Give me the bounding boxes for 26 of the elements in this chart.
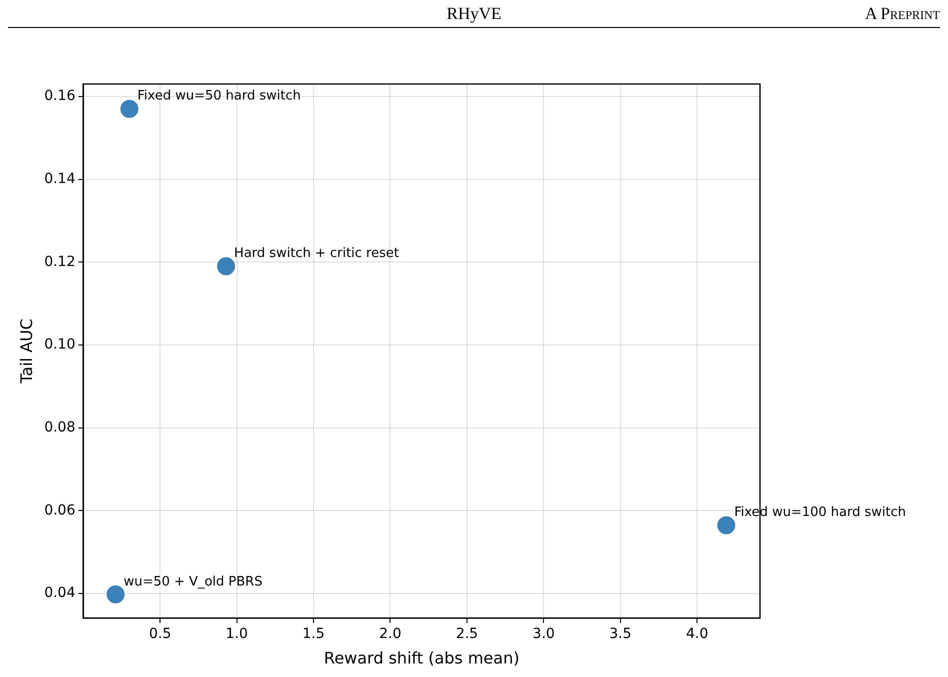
y-tick-label: 0.06 xyxy=(44,502,76,518)
x-tick-label: 0.5 xyxy=(148,626,172,642)
y-axis-title: Tail AUC xyxy=(16,318,36,384)
x-tick-label: 3.0 xyxy=(532,626,555,642)
annotation: wu=50 + V_old PBRS xyxy=(124,574,262,590)
x-tick-label: 1.0 xyxy=(226,626,248,642)
x-axis-title: Reward shift (abs mean) xyxy=(324,648,520,668)
annotation: Fixed wu=50 hard switch xyxy=(137,88,301,104)
x-tick-label: 2.0 xyxy=(379,626,402,642)
x-tick-label: 4.0 xyxy=(686,626,708,642)
x-tick-label: 2.5 xyxy=(456,626,478,642)
point xyxy=(717,516,736,534)
text: A Preprint xyxy=(864,4,940,24)
y-tick-label: 0.12 xyxy=(44,254,76,270)
y-tick-label: 0.16 xyxy=(44,88,76,104)
y-tick-label: 0.08 xyxy=(44,419,76,436)
point xyxy=(217,257,236,276)
y-tick-label: 0.10 xyxy=(44,336,76,353)
annotation: Hard switch + critic reset xyxy=(234,246,399,262)
point xyxy=(106,585,125,604)
text: RHyVE xyxy=(446,4,502,23)
y-tick-label: 0.04 xyxy=(44,585,76,602)
point xyxy=(120,100,138,118)
x-tick-label: 1.5 xyxy=(302,626,325,642)
x-tick-label: 3.5 xyxy=(609,626,632,642)
y-tick-label: 0.14 xyxy=(44,170,76,187)
